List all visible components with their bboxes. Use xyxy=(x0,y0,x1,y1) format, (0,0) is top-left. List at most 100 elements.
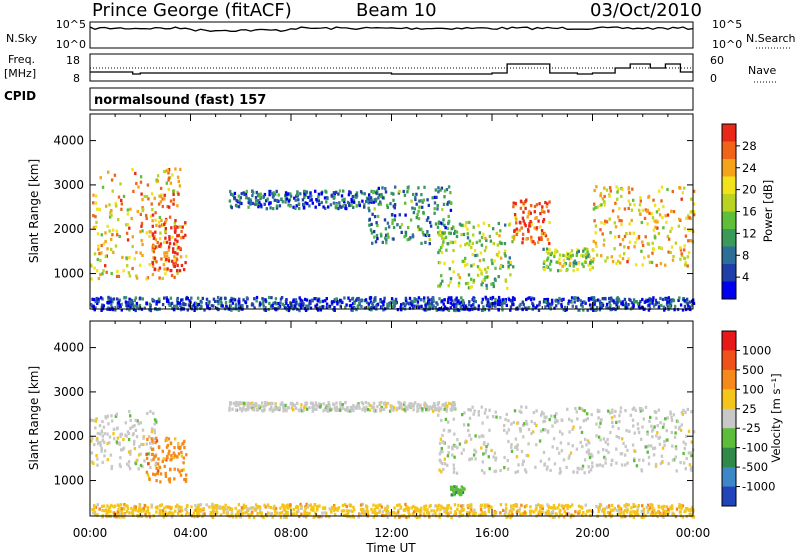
echo-cell-8 xyxy=(136,305,139,309)
echo-cell-7 xyxy=(623,207,627,211)
echo-cell-0 xyxy=(115,412,118,416)
echo-cell-4 xyxy=(467,286,471,290)
echo-cell-7 xyxy=(640,249,643,253)
echo-cell-0 xyxy=(146,183,150,187)
echo-cell-8 xyxy=(576,296,580,300)
echo-cell-5 xyxy=(533,226,536,230)
echo-cell-3 xyxy=(494,469,498,473)
echo-cell-5 xyxy=(283,508,286,512)
echo-cell-8 xyxy=(201,296,204,300)
x-tick-label: 04:00 xyxy=(173,526,208,540)
echo-cell-5 xyxy=(222,510,225,515)
echo-cell-2 xyxy=(284,194,287,198)
echo-cell-5 xyxy=(295,505,298,509)
echo-cell-3 xyxy=(404,230,408,234)
echo-cell-3 xyxy=(492,415,495,419)
echo-cell-5 xyxy=(598,505,601,509)
echo-cell-7 xyxy=(643,216,647,220)
echo-cell-8 xyxy=(649,301,652,305)
echo-cell-3 xyxy=(596,409,600,414)
echo-cell-8 xyxy=(615,299,619,303)
echo-cell-4 xyxy=(452,248,455,253)
echo-cell-0 xyxy=(110,178,114,182)
echo-cell-5 xyxy=(122,507,126,511)
echo-cell-4 xyxy=(464,256,467,260)
echo-cell-3 xyxy=(633,431,636,435)
echo-cell-3 xyxy=(610,463,613,467)
echo-cell-1 xyxy=(165,445,169,449)
echo-cell-8 xyxy=(287,308,290,313)
echo-cell-4 xyxy=(499,266,502,270)
echo-cell-0 xyxy=(101,434,105,438)
echo-cell-8 xyxy=(308,299,312,303)
echo-cell-5 xyxy=(523,511,526,515)
echo-cell-0 xyxy=(128,409,131,414)
echo-cell-5 xyxy=(156,506,159,510)
colorbar-frame xyxy=(721,330,737,507)
echo-cell-5 xyxy=(424,504,428,508)
echo-cell-2 xyxy=(375,191,378,195)
echo-cell-5 xyxy=(586,509,589,513)
echo-cell-3 xyxy=(626,461,629,465)
echo-cell-4 xyxy=(492,242,495,246)
echo-cell-3 xyxy=(619,452,623,456)
echo-cell-2 xyxy=(351,195,354,199)
echo-cell-4 xyxy=(491,261,494,266)
echo-cell-3 xyxy=(574,407,577,411)
colorbar-swatch xyxy=(722,194,736,212)
echo-cell-3 xyxy=(597,435,601,439)
echo-cell-4 xyxy=(470,264,473,268)
echo-cell-4 xyxy=(472,225,475,229)
echo-cell-8 xyxy=(429,303,432,307)
echo-cell-8 xyxy=(434,306,437,310)
echo-cell-0 xyxy=(100,243,103,248)
echo-cell-2 xyxy=(268,407,272,411)
echo-cell-6 xyxy=(542,247,545,251)
echo-cell-3 xyxy=(415,216,418,220)
echo-cell-5 xyxy=(250,510,254,514)
echo-cell-4 xyxy=(504,223,507,227)
echo-cell-2 xyxy=(380,400,383,405)
echo-cell-5 xyxy=(285,505,288,509)
echo-cell-2 xyxy=(347,193,351,197)
echo-cell-8 xyxy=(664,297,667,301)
echo-cell-5 xyxy=(197,510,200,515)
echo-cell-2 xyxy=(359,190,363,194)
echo-cell-3 xyxy=(666,416,669,420)
echo-cell-8 xyxy=(192,303,196,307)
echo-cell-1 xyxy=(182,461,185,465)
echo-cell-5 xyxy=(170,506,173,510)
echo-cell-5 xyxy=(96,513,99,517)
echo-cell-7 xyxy=(678,217,681,221)
echo-cell-2 xyxy=(323,196,327,200)
echo-cell-5 xyxy=(647,503,650,507)
echo-cell-5 xyxy=(377,503,380,507)
echo-cell-8 xyxy=(472,302,475,307)
echo-cell-4 xyxy=(478,267,481,271)
echo-cell-5 xyxy=(690,506,694,510)
echo-cell-4 xyxy=(452,225,455,229)
echo-cell-1 xyxy=(164,236,167,240)
echo-cell-5 xyxy=(239,510,242,514)
echo-cell-5 xyxy=(619,512,622,516)
echo-cell-5 xyxy=(171,513,174,517)
echo-cell-7 xyxy=(679,186,682,190)
echo-cell-2 xyxy=(381,407,385,411)
echo-cell-3 xyxy=(611,420,614,425)
echo-cell-0 xyxy=(99,443,102,447)
echo-cell-8 xyxy=(379,298,382,302)
echo-cell-7 xyxy=(627,257,630,261)
echo-cell-0 xyxy=(157,220,161,224)
echo-cell-3 xyxy=(367,197,370,201)
echo-cell-8 xyxy=(455,296,458,300)
echo-cell-2 xyxy=(238,401,241,405)
echo-cell-5 xyxy=(618,506,621,510)
echo-cell-3 xyxy=(495,415,498,419)
echo-cell-8 xyxy=(304,297,307,301)
echo-cell-1 xyxy=(174,258,177,262)
echo-cell-3 xyxy=(386,203,389,207)
echo-cell-0 xyxy=(142,442,145,447)
echo-cell-1 xyxy=(176,234,179,238)
echo-cell-1 xyxy=(174,437,177,441)
echo-cell-0 xyxy=(96,431,100,435)
